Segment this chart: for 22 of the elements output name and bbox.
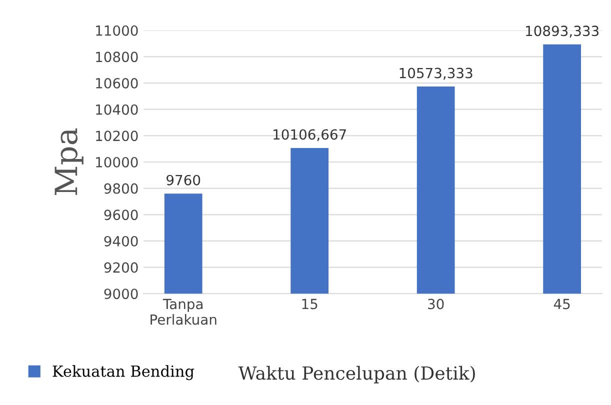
y-tick-label: 10600 xyxy=(96,78,138,88)
y-axis-title: Mpa xyxy=(54,128,84,196)
x-tick-label: Tanpa Perlakuan xyxy=(150,298,216,325)
y-tick-label: 9600 xyxy=(104,210,138,220)
y-tick-label: 10400 xyxy=(96,104,138,115)
data-label: 10893,333 xyxy=(526,26,599,38)
y-tick-label: 11000 xyxy=(96,25,138,36)
x-axis-title: Waktu Pencelupan (Detik) xyxy=(238,366,475,384)
x-tick-label: 45 xyxy=(554,298,570,310)
x-tick-label: 15 xyxy=(302,298,318,310)
y-tick-label: 9200 xyxy=(104,262,138,273)
y-tick-label: 10000 xyxy=(96,156,138,168)
y-tick-label: 9000 xyxy=(104,288,138,300)
y-tick-label: 9800 xyxy=(104,183,138,194)
data-label: 9760 xyxy=(166,174,200,186)
data-label: 10573,333 xyxy=(400,68,472,80)
y-tick-label: 10800 xyxy=(96,52,138,62)
data-label: 10106,667 xyxy=(274,129,346,142)
y-tick-label: 10200 xyxy=(96,130,138,142)
legend-label: Kekuatan Bending xyxy=(52,365,194,380)
x-tick-label: 30 xyxy=(428,298,444,310)
y-tick-label: 9400 xyxy=(104,236,138,246)
